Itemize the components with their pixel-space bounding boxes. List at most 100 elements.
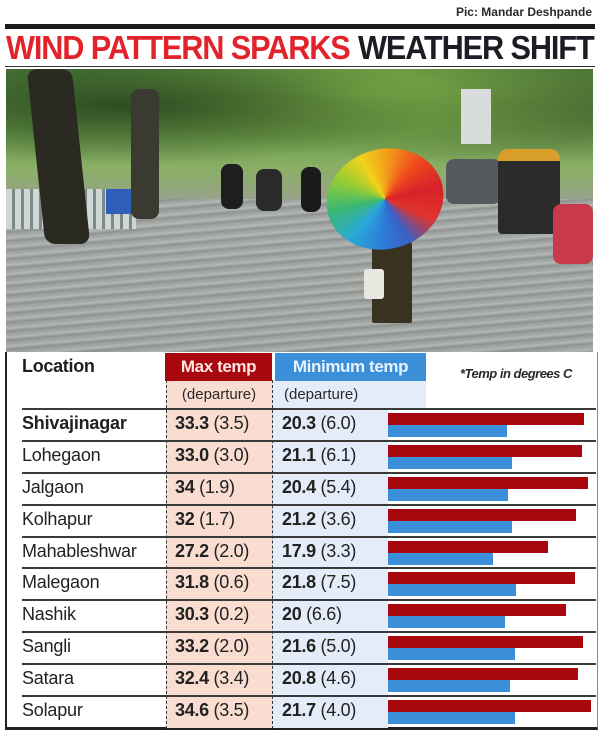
- min-temp-departure: (3.6): [320, 508, 357, 529]
- table-body: Shivajinagar 33.3 (3.5) 20.3 (6.0) Lohegaon…: [22, 408, 596, 727]
- table-row: Nashik 30.3 (0.2) 20 (6.6): [22, 599, 596, 631]
- location-name: Sangli: [22, 636, 71, 657]
- subheader-min-departure: (departure): [284, 385, 359, 403]
- photo-credit: Pic: Mandar Deshpande: [455, 5, 592, 19]
- max-temp-value: 31.8: [175, 572, 209, 593]
- top-rule: [5, 24, 595, 29]
- min-temp-departure: (6.0): [320, 413, 357, 433]
- min-temp-cell: 21.7 (4.0): [282, 700, 356, 721]
- street-rain-photo: [6, 69, 593, 352]
- location-name: Mahableshwar: [22, 540, 137, 561]
- min-temp-bar: [388, 712, 516, 725]
- location-name: Solapur: [22, 700, 83, 721]
- table-row: Kolhapur 32 (1.7) 21.2 (3.6): [22, 503, 596, 536]
- min-temp-cell: 21.1 (6.1): [282, 445, 356, 466]
- max-temp-bar: [388, 476, 588, 489]
- max-temp-cell: 33.0 (3.0): [175, 445, 249, 466]
- max-temp-departure: (0.6): [213, 572, 250, 593]
- table-row: Jalgaon 34 (1.9) 20.4 (5.4): [22, 471, 596, 504]
- location-name: Kolhapur: [22, 508, 93, 529]
- max-temp-departure: (3.4): [213, 668, 250, 689]
- headline-dark-part: WEATHER SHIFT: [358, 29, 595, 66]
- max-temp-bar: [388, 572, 575, 585]
- min-temp-departure: (7.5): [320, 572, 357, 593]
- table-row: Lohegaon 33.0 (3.0) 21.1 (6.1): [22, 439, 596, 472]
- max-temp-departure: (3.5): [213, 700, 250, 721]
- min-temp-bar: [388, 488, 508, 501]
- max-temp-bar: [388, 700, 592, 713]
- max-temp-value: 33.3: [175, 413, 209, 433]
- location-name: Nashik: [22, 604, 76, 625]
- location-name: Lohegaon: [22, 444, 101, 465]
- headline: WIND PATTERN SPARKS WEATHER SHIFT: [6, 29, 595, 66]
- min-temp-departure: (3.3): [320, 540, 357, 561]
- max-temp-value: 32: [175, 508, 195, 529]
- max-temp-cell: 33.2 (2.0): [175, 636, 249, 657]
- max-temp-cell: 27.2 (2.0): [175, 541, 249, 562]
- motorcycle: [221, 164, 243, 209]
- min-temp-departure: (6.1): [320, 444, 357, 465]
- min-temp-value: 21.6: [282, 636, 316, 657]
- header-min-temp: Minimum temp: [275, 353, 426, 381]
- min-temp-bar: [388, 680, 511, 693]
- min-temp-bar: [388, 648, 515, 661]
- building: [461, 89, 491, 144]
- table-row: Shivajinagar 33.3 (3.5) 20.3 (6.0): [22, 408, 596, 440]
- min-temp-subheader-bg: [272, 380, 426, 408]
- max-temp-value: 33.0: [175, 444, 209, 465]
- max-temp-bar: [388, 508, 576, 521]
- min-temp-cell: 21.2 (3.6): [282, 509, 356, 530]
- column-divider: [166, 380, 167, 729]
- motorcycle: [301, 167, 321, 212]
- max-temp-bar: [388, 636, 583, 649]
- min-temp-value: 21.7: [282, 700, 316, 721]
- max-temp-column-bg: [166, 380, 272, 728]
- temperature-table: [5, 352, 598, 730]
- auto-rickshaw: [498, 149, 560, 234]
- min-temp-cell: 20.4 (5.4): [282, 477, 356, 498]
- min-temp-value: 21.8: [282, 572, 316, 593]
- shopping-bag: [364, 269, 384, 299]
- motorcycle: [256, 169, 282, 211]
- max-temp-bar: [388, 444, 582, 457]
- max-temp-departure: (0.2): [213, 604, 250, 625]
- max-temp-bar: [388, 540, 548, 553]
- table-row: Malegaon 31.8 (0.6) 21.8 (7.5): [22, 567, 596, 599]
- parked-car: [446, 159, 501, 204]
- max-temp-value: 30.3: [175, 604, 209, 625]
- max-temp-departure: (2.0): [213, 540, 250, 561]
- max-temp-value: 33.2: [175, 636, 209, 657]
- max-temp-departure: (3.5): [213, 413, 250, 433]
- min-temp-value: 21.1: [282, 444, 316, 465]
- location-name: Malegaon: [22, 572, 100, 593]
- min-temp-column-bg: [272, 380, 388, 728]
- headline-rule: [5, 66, 595, 67]
- table-row: Sangli 33.2 (2.0) 21.6 (5.0): [22, 631, 596, 663]
- min-temp-bar: [388, 520, 513, 533]
- table-row: Mahableshwar 27.2 (2.0) 17.9 (3.3): [22, 535, 596, 568]
- max-temp-departure: (3.0): [213, 444, 250, 465]
- min-temp-cell: 21.6 (5.0): [282, 636, 356, 657]
- max-temp-value: 34.6: [175, 700, 209, 721]
- min-temp-departure: (4.0): [320, 700, 357, 721]
- min-temp-value: 20.8: [282, 668, 316, 689]
- min-temp-value: 20.4: [282, 476, 316, 497]
- max-temp-cell: 34.6 (3.5): [175, 700, 249, 721]
- min-temp-value: 17.9: [282, 540, 316, 561]
- min-temp-cell: 20.8 (4.6): [282, 668, 356, 689]
- header-max-temp: Max temp: [165, 353, 272, 381]
- max-temp-departure: (1.7): [199, 508, 235, 529]
- min-temp-value: 20.3: [282, 413, 316, 433]
- min-temp-cell: 17.9 (3.3): [282, 541, 356, 562]
- min-temp-bar: [388, 425, 508, 437]
- scooter: [553, 204, 593, 264]
- units-note: *Temp in degrees C: [460, 366, 572, 381]
- max-temp-bar: [388, 604, 566, 617]
- subheader-max-departure: (departure): [181, 385, 257, 403]
- location-name: Jalgaon: [22, 476, 84, 497]
- max-temp-departure: (1.9): [199, 476, 235, 497]
- max-temp-cell: 32.4 (3.4): [175, 668, 249, 689]
- max-temp-value: 27.2: [175, 540, 209, 561]
- min-temp-departure: (5.0): [320, 636, 357, 657]
- max-temp-cell: 31.8 (0.6): [175, 572, 249, 593]
